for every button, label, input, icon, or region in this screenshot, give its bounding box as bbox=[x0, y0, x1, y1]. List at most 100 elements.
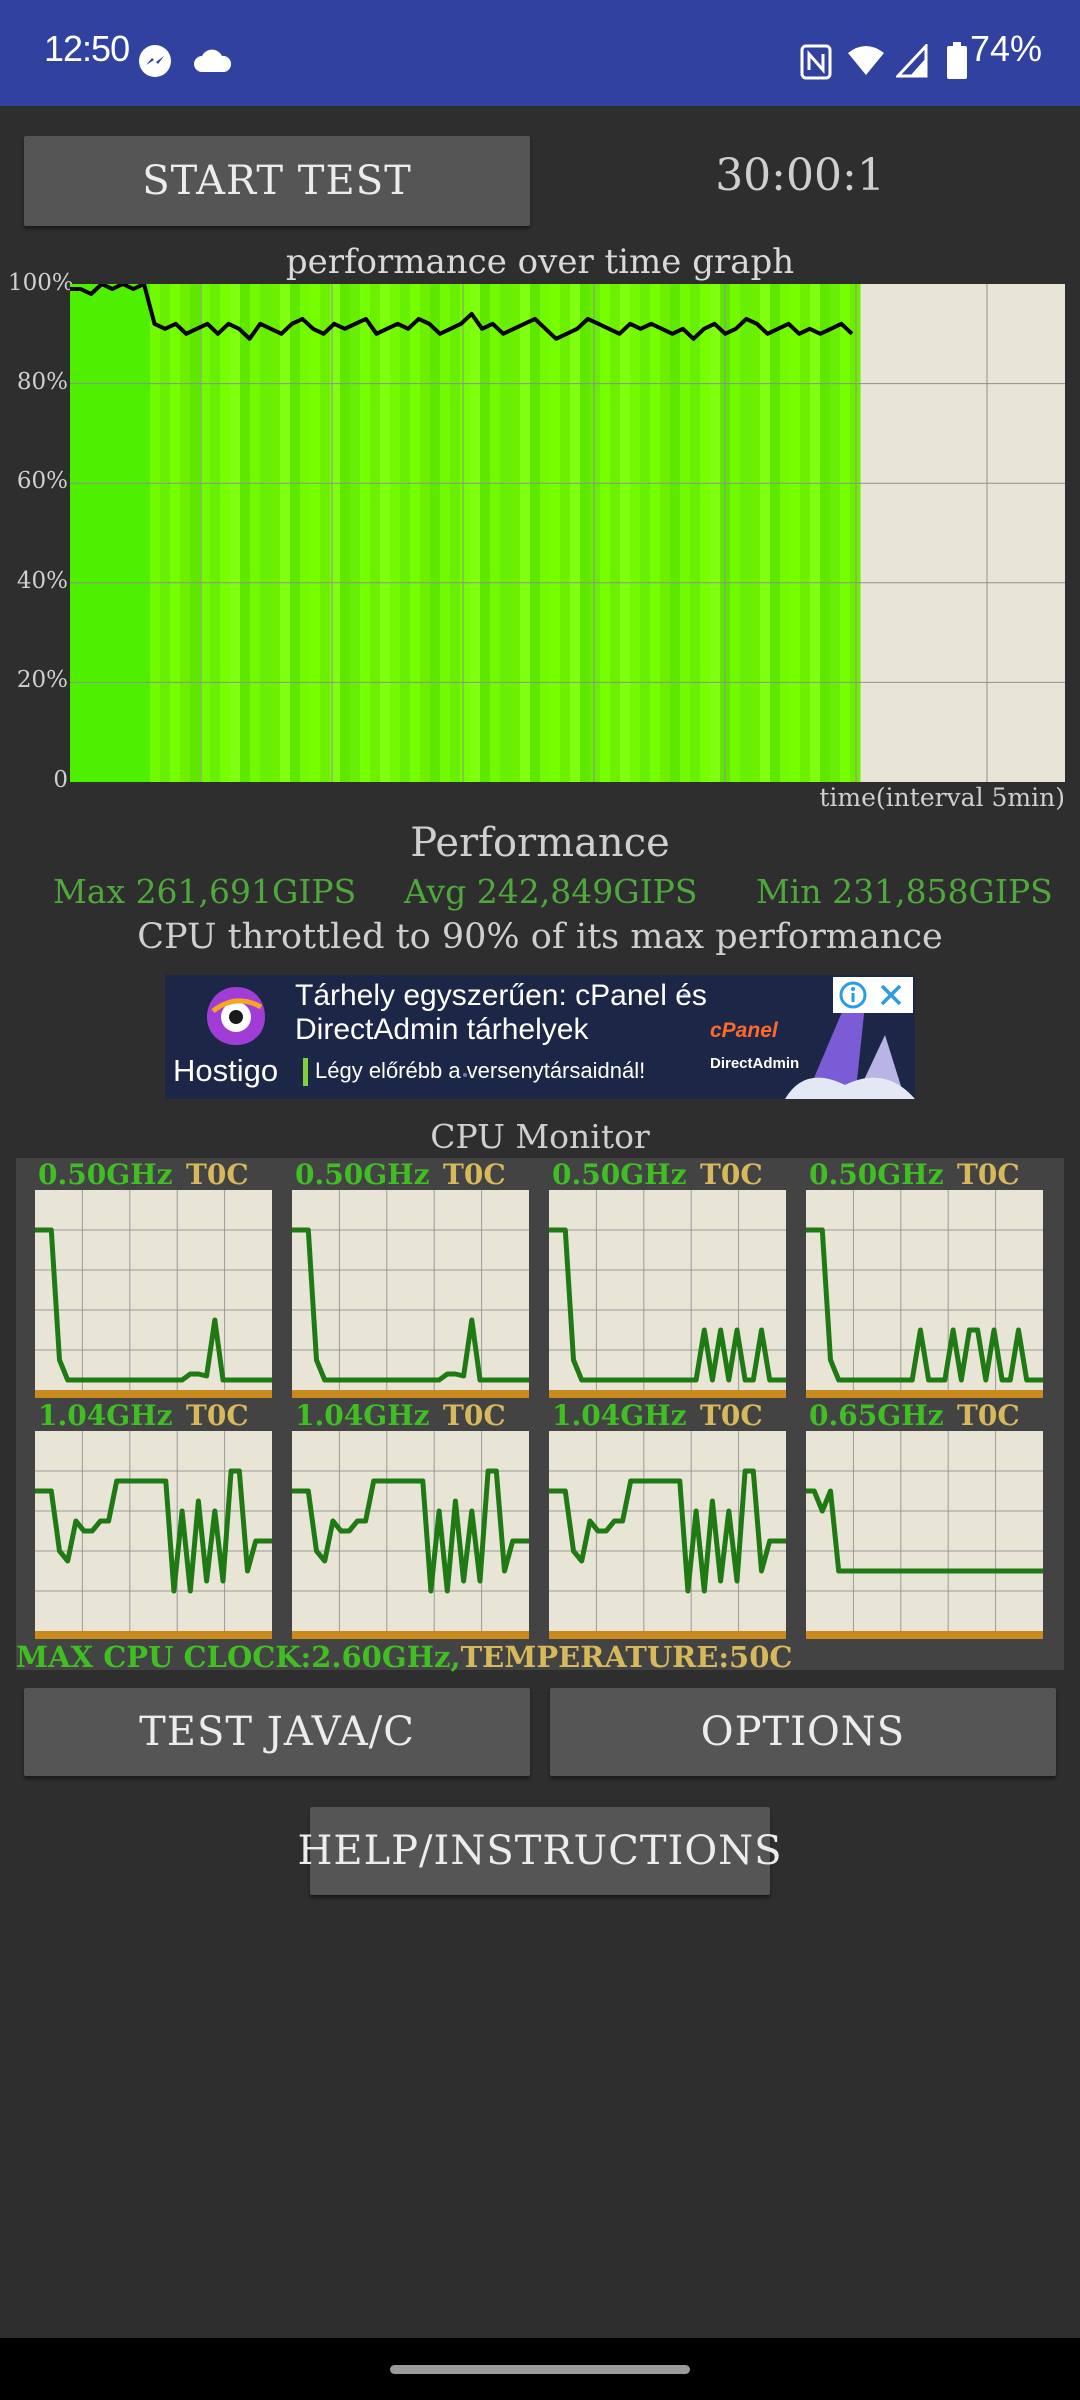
performance-fill-stripe bbox=[290, 284, 301, 782]
ad-banner[interactable]: Tárhely egyszerűen: cPanel és DirectAdmi… bbox=[165, 975, 915, 1099]
performance-line-group bbox=[70, 284, 854, 341]
performance-fill-stripe bbox=[540, 284, 551, 782]
core-graph-baseline bbox=[549, 1631, 786, 1639]
core-1-temperature: T0C bbox=[443, 1158, 506, 1191]
performance-fill-stripe bbox=[700, 284, 711, 782]
performance-fill-stripe bbox=[90, 284, 101, 782]
performance-fill-stripe bbox=[570, 284, 581, 782]
ad-controls bbox=[833, 977, 913, 1013]
core-7-load-graph bbox=[806, 1431, 1043, 1639]
core-0-load-graph bbox=[35, 1190, 272, 1398]
x-axis-label: time(interval 5min) bbox=[819, 783, 1065, 812]
core-graph-baseline bbox=[806, 1390, 1043, 1398]
performance-fill-stripe bbox=[740, 284, 751, 782]
performance-fill-stripe bbox=[270, 284, 281, 782]
battery-icon bbox=[947, 42, 967, 79]
test-java-c-button[interactable]: TEST JAVA/C bbox=[24, 1688, 530, 1776]
performance-fill-stripe bbox=[190, 284, 201, 782]
performance-fill-stripe bbox=[100, 284, 111, 782]
performance-fill-stripe bbox=[300, 284, 311, 782]
y-tick-60: 60% bbox=[16, 468, 68, 494]
performance-fill-stripe bbox=[80, 284, 91, 782]
core-graph-background bbox=[549, 1190, 786, 1390]
performance-fill-stripe bbox=[430, 284, 441, 782]
performance-fill-stripe bbox=[620, 284, 631, 782]
cloud-icon bbox=[194, 49, 232, 72]
graph-title: performance over time graph bbox=[285, 242, 795, 282]
performance-fill-stripe bbox=[310, 284, 321, 782]
performance-fill-stripe bbox=[180, 284, 191, 782]
performance-fill-stripe bbox=[660, 284, 671, 782]
performance-fill-stripe bbox=[400, 284, 411, 782]
performance-fill-stripe bbox=[460, 284, 471, 782]
core-graph-background bbox=[806, 1431, 1043, 1631]
performance-fill-stripe bbox=[790, 284, 801, 782]
core-1-load-graph bbox=[292, 1190, 529, 1398]
performance-fill-stripe bbox=[580, 284, 591, 782]
performance-fill-stripe bbox=[780, 284, 791, 782]
performance-fill-stripe bbox=[120, 284, 131, 782]
performance-fill-stripe bbox=[110, 284, 121, 782]
ad-brand: Hostigo bbox=[173, 1053, 279, 1088]
performance-fill-stripe bbox=[320, 284, 331, 782]
core-1-frequency: 0.50GHz bbox=[295, 1158, 430, 1191]
core-4-frequency: 1.04GHz bbox=[38, 1399, 173, 1432]
ad-close-icon[interactable] bbox=[879, 983, 903, 1007]
core-4-load-graph bbox=[35, 1431, 272, 1639]
performance-fill-stripe bbox=[710, 284, 721, 782]
status-time: 12:50 bbox=[44, 28, 130, 69]
test-timer: 30:00:1 bbox=[715, 150, 885, 201]
help-instructions-button[interactable]: HELP/INSTRUCTIONS bbox=[297, 1807, 782, 1895]
core-graph-background bbox=[292, 1190, 529, 1390]
performance-fill-stripe bbox=[250, 284, 261, 782]
performance-fill-stripe bbox=[470, 284, 481, 782]
performance-fill-stripe bbox=[850, 284, 861, 782]
performance-fill-stripe bbox=[340, 284, 351, 782]
performance-fill-stripe bbox=[450, 284, 461, 782]
core-7-temperature: T0C bbox=[957, 1399, 1020, 1432]
core-4-temperature: T0C bbox=[186, 1399, 249, 1432]
ad-background bbox=[165, 975, 915, 1099]
hostigo-logo-icon bbox=[207, 987, 265, 1045]
performance-fill-stripe bbox=[220, 284, 231, 782]
max-cpu-clock-value: MAX CPU CLOCK:2.60GHz, bbox=[16, 1640, 461, 1674]
min-performance: Min 231,858GIPS bbox=[756, 872, 1053, 911]
messenger-icon bbox=[139, 45, 171, 77]
cpu-monitor-title: CPU Monitor bbox=[430, 1117, 650, 1156]
ad-info-icon[interactable] bbox=[839, 981, 867, 1009]
performance-fill-stripe bbox=[500, 284, 511, 782]
performance-fill-stripe bbox=[600, 284, 611, 782]
core-6-load-graph bbox=[549, 1431, 786, 1639]
core-5-frequency: 1.04GHz bbox=[295, 1399, 430, 1432]
performance-fill-stripe bbox=[370, 284, 381, 782]
throttle-status: CPU throttled to 90% of its max performa… bbox=[137, 917, 943, 957]
max-cpu-clock: MAX CPU CLOCK:2.60GHz,TEMPERATURE:50C bbox=[16, 1640, 793, 1674]
performance-fill-stripe bbox=[670, 284, 681, 782]
performance-fill-stripe bbox=[810, 284, 821, 782]
start-test-button[interactable]: START TEST bbox=[24, 136, 530, 226]
performance-fill-stripe bbox=[520, 284, 531, 782]
ad-cpanel-logo: cPanel bbox=[710, 1019, 778, 1042]
performance-fill-stripe bbox=[70, 284, 81, 782]
battery-percentage: 74% bbox=[969, 28, 1042, 69]
performance-fill-stripe bbox=[680, 284, 691, 782]
core-3-frequency: 0.50GHz bbox=[809, 1158, 944, 1191]
core-graph-baseline bbox=[292, 1631, 529, 1639]
performance-fill-stripe bbox=[260, 284, 271, 782]
y-tick-40: 40% bbox=[16, 568, 68, 594]
cpu-temperature-value: TEMPERATURE:50C bbox=[460, 1640, 793, 1674]
performance-fill-stripe bbox=[210, 284, 221, 782]
performance-fill-stripe bbox=[800, 284, 811, 782]
performance-fill-stripe bbox=[330, 284, 341, 782]
core-graph-baseline bbox=[549, 1390, 786, 1398]
options-button[interactable]: OPTIONS bbox=[550, 1688, 1056, 1776]
core-7-frequency: 0.65GHz bbox=[809, 1399, 944, 1432]
core-0-temperature: T0C bbox=[186, 1158, 249, 1191]
core-load-line bbox=[549, 1227, 786, 1383]
performance-fill-stripe bbox=[730, 284, 741, 782]
core-load-line bbox=[35, 1468, 272, 1594]
performance-fill-stripe bbox=[530, 284, 541, 782]
core-6-temperature: T0C bbox=[700, 1399, 763, 1432]
home-gesture-handle[interactable] bbox=[390, 2365, 690, 2374]
core-load-line bbox=[35, 1227, 272, 1383]
